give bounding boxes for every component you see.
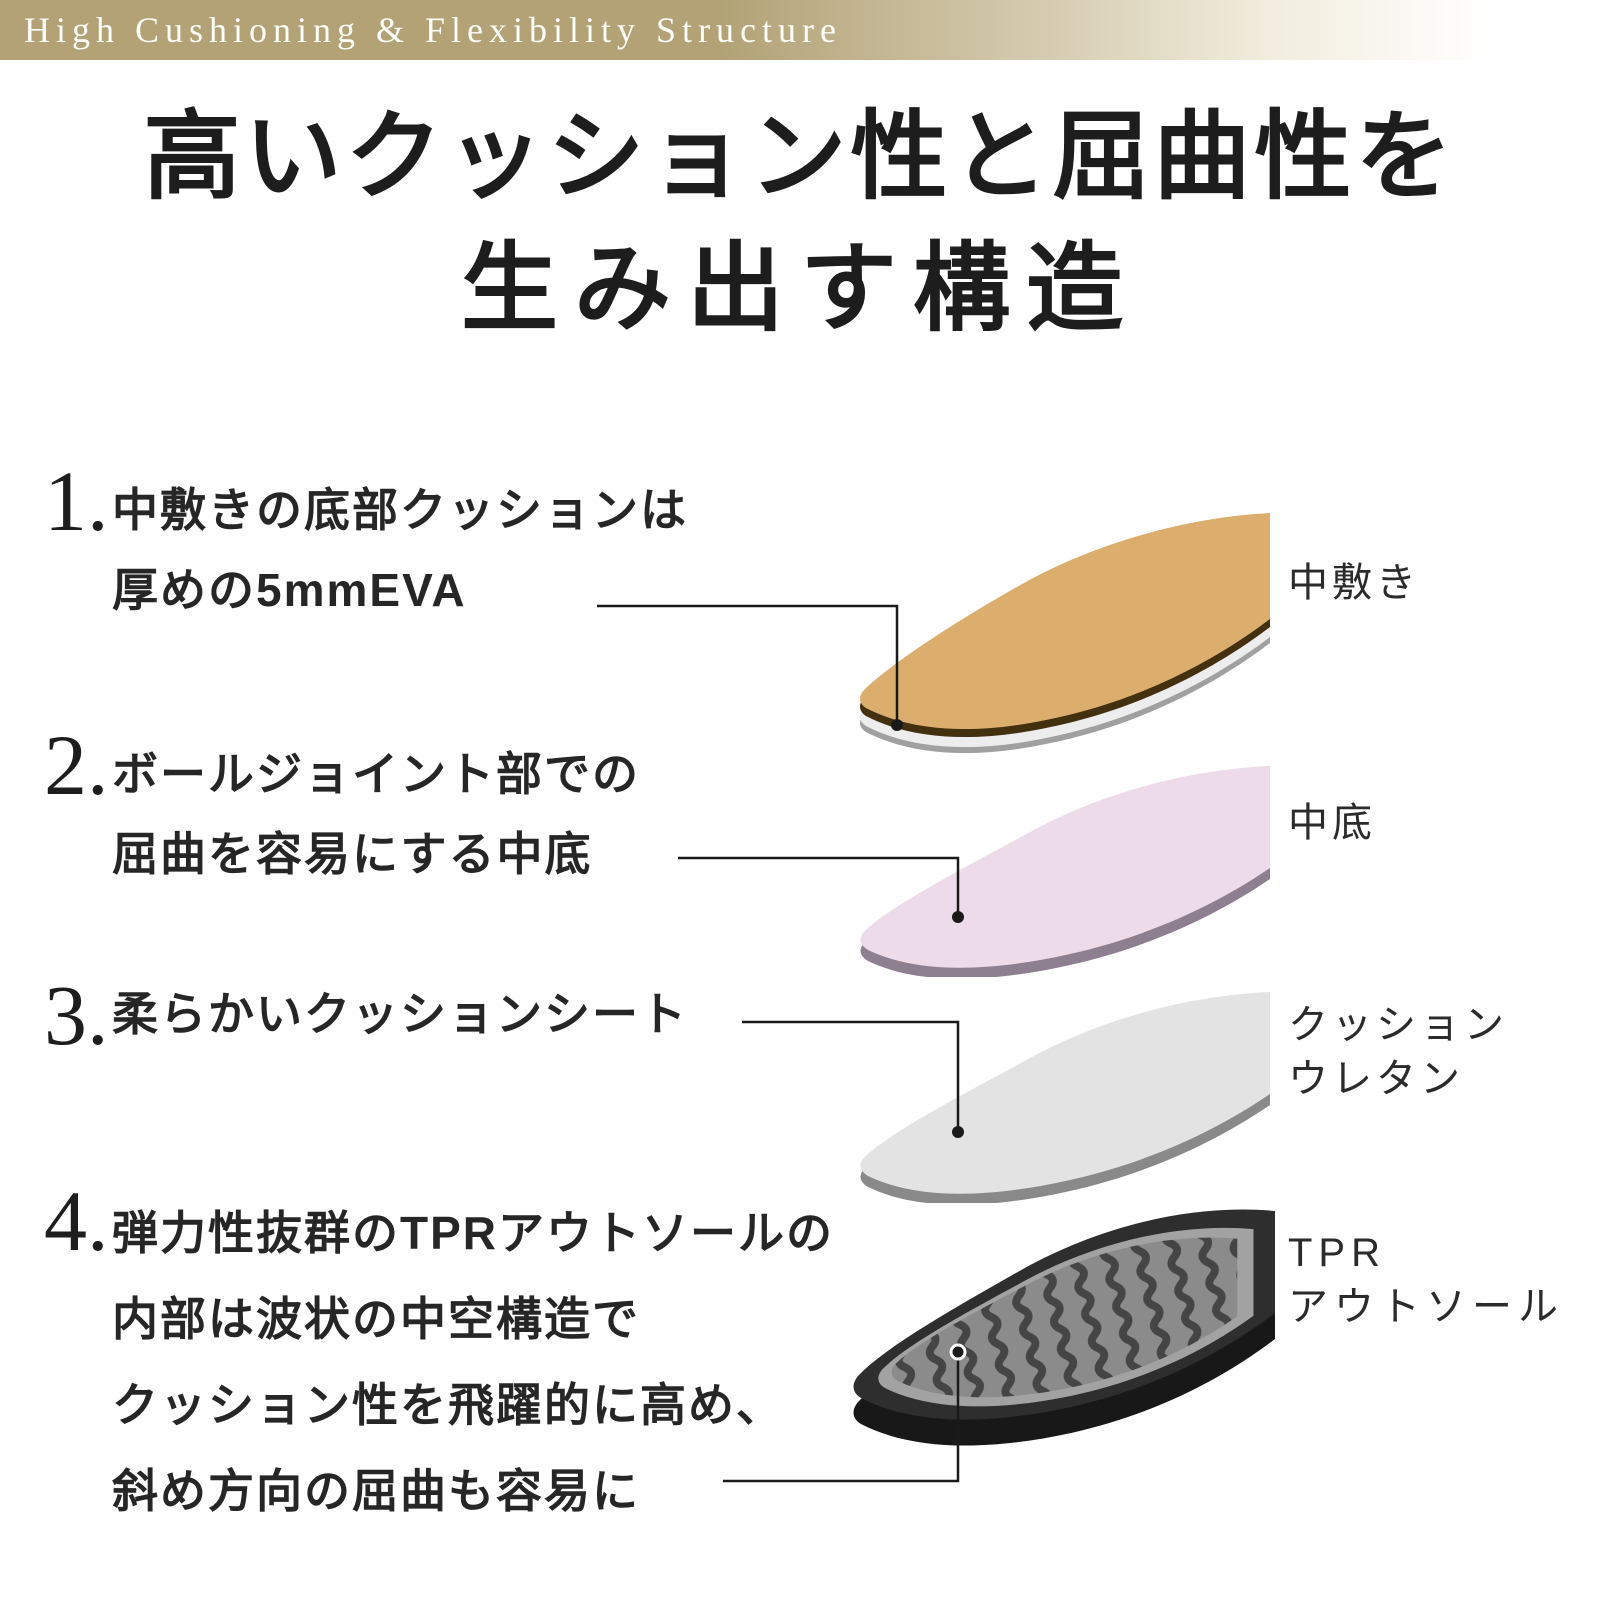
insole-top-surface <box>860 513 1270 730</box>
page-title: 高いクッション性と屈曲性を 生み出す構造 <box>0 92 1600 356</box>
connector-dot-1 <box>891 719 903 731</box>
page-title-line1: 高いクッション性と屈曲性を <box>143 104 1457 211</box>
insole-illustration <box>860 513 1270 754</box>
outsole-side-wall <box>853 1235 1275 1446</box>
cushion-edge-layer <box>860 1003 1270 1203</box>
midsole-edge-layer <box>860 777 1270 977</box>
header-bar: High Cushioning & Flexibility Structure <box>0 0 1600 60</box>
layer-label-tpr-outsole: TPR アウトソール <box>1288 1231 1564 1329</box>
outsole-top-rim <box>853 1209 1275 1420</box>
step-1-text: 中敷きの底部クッションは 厚めの5mmEVA <box>112 470 688 630</box>
step-4-text: 弾力性抜群のTPRアウトソールの 内部は波状の中空構造で クッション性を飛躍的に… <box>112 1190 834 1534</box>
page-title-line2: 生み出す構造 <box>461 235 1139 343</box>
step-4-number: 4. <box>44 1173 109 1269</box>
connector-line-2 <box>678 856 960 915</box>
step-4-line1: 弾力性抜群のTPRアウトソールの <box>112 1207 834 1259</box>
step-2-line2: 屈曲を容易にする中底 <box>112 828 593 880</box>
step-3-text: 柔らかいクッションシート <box>112 984 688 1044</box>
step-1-number: 1. <box>44 453 109 549</box>
outsole-inner-lip <box>878 1227 1254 1407</box>
midsole-top-surface <box>860 766 1270 968</box>
step-2-number: 2. <box>44 717 109 813</box>
step-1-line2: 厚めの5mmEVA <box>112 564 467 616</box>
step-3-line1: 柔らかいクッションシート <box>112 988 688 1040</box>
step-4-line3: クッション性を飛躍的に高め、 <box>112 1379 784 1431</box>
cushion-urethane-illustration <box>860 992 1270 1203</box>
step-2-line1: ボールジョイント部での <box>112 748 640 800</box>
outsole-floor <box>891 1237 1238 1398</box>
connector-dot-3 <box>952 1126 964 1138</box>
step-4-line2: 内部は波状の中空構造で <box>112 1293 640 1345</box>
insole-edge-layer <box>860 521 1270 738</box>
header-title: High Cushioning & Flexibility Structure <box>24 10 842 50</box>
insole-base-layer <box>860 531 1270 748</box>
outsole-wave-structure <box>891 1237 1238 1398</box>
step-2-text: ボールジョイント部での 屈曲を容易にする中底 <box>112 734 640 894</box>
step-4-line4: 斜め方向の屈曲も容易に <box>112 1465 640 1517</box>
cushion-top-surface <box>860 992 1270 1194</box>
tpr-outsole-illustration <box>853 1209 1275 1446</box>
connector-dot-2 <box>952 911 964 923</box>
insole-shadow-layer <box>860 537 1270 754</box>
step-1-line1: 中敷きの底部クッションは <box>112 484 688 536</box>
layer-label-insole: 中敷き <box>1288 561 1420 605</box>
midsole-illustration <box>860 766 1270 977</box>
connector-line-3 <box>742 1020 960 1130</box>
step-3-number: 3. <box>44 967 109 1063</box>
layer-label-cushion-urethane: クッション ウレタン <box>1288 1003 1508 1101</box>
connector-dot-4 <box>949 1343 967 1361</box>
layer-label-midsole: 中底 <box>1288 801 1376 845</box>
